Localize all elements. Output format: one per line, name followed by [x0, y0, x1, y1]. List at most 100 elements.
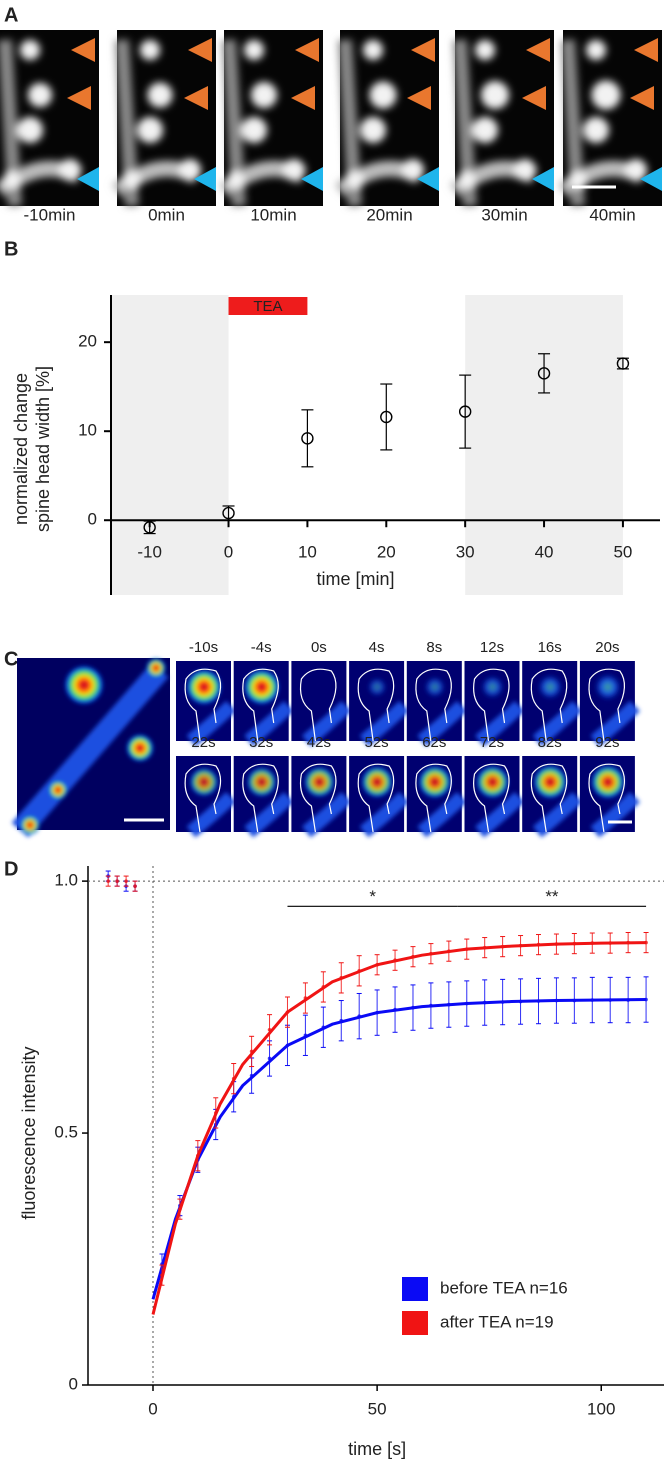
image-content [590, 765, 640, 838]
outline [242, 668, 279, 742]
y-axis-label: fluorescence intensity [19, 1047, 39, 1220]
point [301, 432, 314, 445]
image-content [449, 39, 538, 207]
outline [530, 668, 568, 742]
image-content [218, 39, 307, 207]
dendrite [186, 701, 236, 747]
spine [583, 117, 609, 143]
time-label: 8s [426, 639, 442, 656]
time-label: 12s [480, 639, 504, 656]
arrowhead [295, 38, 319, 62]
dendrite [532, 701, 583, 747]
micrograph [218, 30, 323, 207]
outline [588, 668, 625, 742]
image-content [532, 674, 583, 747]
spine [591, 80, 621, 110]
point [380, 410, 393, 424]
dendrite [11, 662, 169, 838]
image-content [302, 766, 352, 838]
dendrite [244, 792, 294, 838]
image-content [302, 701, 352, 747]
spine [360, 117, 386, 143]
dendrite [590, 792, 640, 838]
spine [475, 40, 495, 60]
x-tick-label: 50 [613, 543, 632, 562]
dendrite [359, 701, 410, 747]
spine [189, 767, 219, 797]
outline [357, 763, 395, 833]
x-axis-label: time [s] [348, 1439, 406, 1459]
spine [472, 117, 498, 143]
point [106, 879, 110, 883]
time-label: 52s [365, 734, 389, 751]
x-tick-label: -10 [137, 543, 162, 562]
point [222, 506, 235, 520]
spine [363, 40, 383, 60]
time-label: 42s [307, 734, 331, 751]
x-tick-label: 50 [368, 1399, 387, 1418]
spine [458, 171, 476, 189]
arrowhead [67, 86, 91, 110]
spine [476, 765, 509, 799]
panel-label: B [4, 238, 18, 260]
arrowhead [194, 167, 216, 191]
outline [299, 668, 337, 742]
spine [147, 82, 173, 108]
x-tick-label: 100 [587, 1399, 615, 1418]
time-label: 10min [250, 205, 296, 224]
arrowhead [522, 86, 546, 110]
spine [140, 40, 160, 60]
micrograph [557, 30, 662, 207]
panel-label: A [4, 4, 18, 26]
dendrite [417, 701, 467, 747]
image-content [590, 673, 640, 747]
spine [243, 669, 280, 705]
legend-swatch [402, 1311, 428, 1335]
x-tick-label: 30 [456, 543, 475, 562]
arrowhead [71, 38, 95, 62]
shaded-region [465, 295, 623, 595]
fit-line [151, 941, 647, 1315]
spine [367, 677, 388, 697]
point [115, 879, 119, 883]
spine [590, 765, 625, 799]
spine [533, 765, 568, 799]
dendrite [244, 701, 294, 747]
spine [593, 673, 622, 701]
outline [299, 763, 337, 833]
y-tick-label: 10 [78, 421, 97, 440]
legend-label: before TEA n=16 [440, 1278, 568, 1297]
spine [569, 171, 587, 189]
time-label: 92s [595, 734, 619, 751]
point [537, 367, 551, 380]
arrowhead [301, 167, 323, 191]
outline [357, 668, 395, 742]
point [143, 521, 156, 534]
spine [20, 40, 40, 60]
micrograph [0, 30, 99, 207]
spine [423, 676, 446, 698]
spine [537, 674, 564, 700]
spine [481, 81, 509, 109]
y-tick-label: 0 [69, 1374, 78, 1393]
time-label: 22s [191, 734, 215, 751]
time-label: 32s [249, 734, 273, 751]
spine [514, 159, 536, 181]
outline [184, 763, 222, 833]
spine [246, 767, 277, 797]
time-label: 4s [369, 639, 385, 656]
spine [369, 81, 397, 109]
spine [303, 766, 335, 798]
outline [473, 668, 510, 742]
image-content [111, 39, 201, 207]
micrograph [111, 30, 216, 207]
spine [17, 117, 43, 143]
time-label: 16s [538, 639, 562, 656]
y-tick-label: 0 [88, 510, 97, 529]
point [124, 879, 128, 883]
spine [126, 734, 154, 762]
spine [179, 159, 201, 181]
panel-c: -10s -4s 0s 4s 8s 12s 16s 20s 22s 32s 42s 52s 62s 72s… [11, 639, 640, 838]
spine [480, 675, 505, 699]
spine [586, 40, 606, 60]
